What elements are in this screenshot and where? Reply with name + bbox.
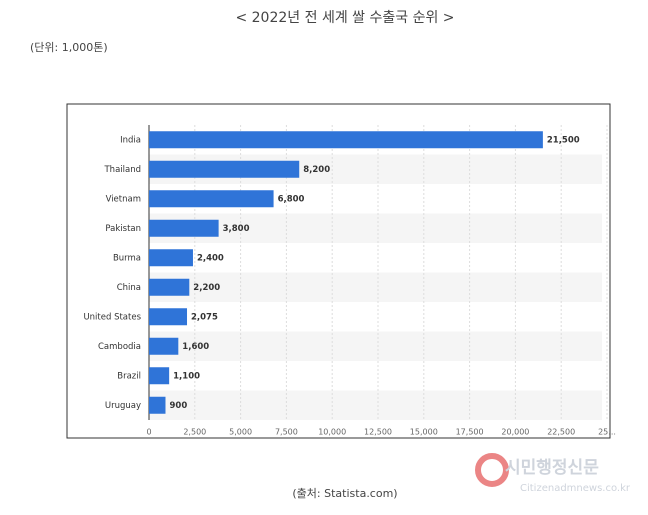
- bar: [149, 131, 543, 149]
- chart-title: < 2022년 전 세계 쌀 수출국 순위 >: [235, 10, 454, 26]
- x-tick-label: 22,500: [547, 428, 575, 437]
- bar: [149, 160, 300, 178]
- bar: [149, 396, 166, 414]
- value-label: 2,400: [197, 253, 224, 263]
- value-label: 1,600: [182, 342, 209, 352]
- value-label: 8,200: [303, 165, 330, 175]
- watermark-site: Citizenadmnews.co.kr: [520, 483, 631, 494]
- y-tick-label: United States: [83, 312, 141, 322]
- bar: [149, 190, 274, 208]
- row-band: [149, 331, 602, 361]
- x-tick-label: 20,000: [501, 428, 529, 437]
- x-tick-label: 2,500: [183, 428, 206, 437]
- y-tick-label: Pakistan: [105, 224, 141, 234]
- y-tick-label: China: [117, 283, 141, 293]
- value-label: 900: [169, 401, 187, 411]
- x-tick-label: 12,500: [364, 428, 392, 437]
- logo-icon: [475, 453, 509, 487]
- row-band: [149, 272, 602, 302]
- y-tick-label: Burma: [113, 253, 141, 263]
- bar: [149, 249, 193, 267]
- watermark-name: 시민행정신문: [505, 458, 599, 478]
- y-tick-label: Brazil: [117, 371, 141, 381]
- y-tick-label: India: [120, 135, 141, 145]
- row-band: [149, 213, 602, 243]
- value-label: 2,200: [193, 283, 220, 293]
- x-tick-label: 17,500: [456, 428, 484, 437]
- source: (출처: Statista.com): [292, 487, 397, 500]
- bar: [149, 337, 179, 355]
- y-tick-label: Cambodia: [98, 342, 141, 352]
- bar: [149, 219, 219, 237]
- y-tick-label: Vietnam: [106, 194, 141, 204]
- value-label: 1,100: [173, 371, 200, 381]
- y-tick-label: Thailand: [103, 165, 141, 175]
- y-tick-label: Uruguay: [105, 401, 141, 411]
- bar: [149, 367, 170, 385]
- value-label: 3,800: [223, 224, 250, 234]
- x-tick-label: 7,500: [275, 428, 298, 437]
- x-tick-label: 10,000: [318, 428, 346, 437]
- value-label: 6,800: [278, 194, 305, 204]
- row-band: [149, 390, 602, 420]
- value-label: 2,075: [191, 312, 218, 322]
- bar: [149, 278, 190, 296]
- unit-note: (단위: 1,000톤): [30, 41, 108, 54]
- chart-frame: [66, 103, 611, 439]
- x-tick-label: 15,000: [410, 428, 438, 437]
- x-tick-label: 25...: [598, 428, 616, 437]
- x-tick-label: 0: [146, 428, 151, 437]
- bar: [149, 308, 188, 326]
- x-tick-label: 5,000: [229, 428, 252, 437]
- value-label: 21,500: [547, 135, 580, 145]
